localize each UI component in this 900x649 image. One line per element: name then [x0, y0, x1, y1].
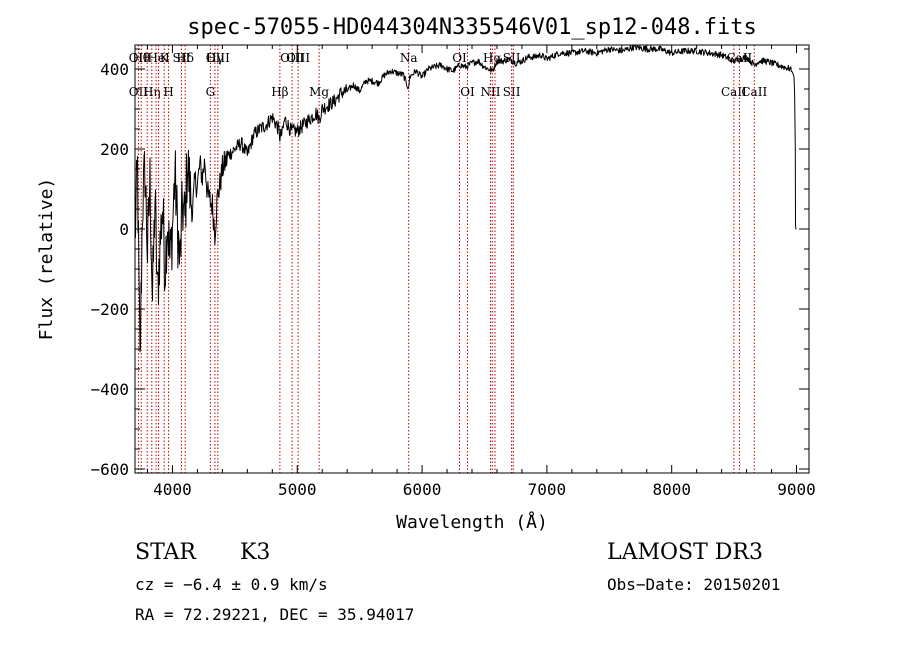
line-label-bottom-20: NII: [481, 85, 501, 99]
spectrum-line: [134, 44, 797, 353]
line-label-bottom-27: CaII: [741, 85, 767, 99]
line-label-bottom-25: CaII: [721, 85, 747, 99]
line-label-bottom-19: OI: [460, 85, 475, 99]
axes-layer: 4000 5000 6000 7000 8000 9000 −600 −400 −200 0 200…: [90, 45, 816, 499]
y-tick-label: −400: [90, 380, 129, 399]
line-label-top-14: OIII: [280, 51, 304, 65]
redshift-cz: cz = −6.4 ± 0.9 km/s: [135, 575, 328, 594]
x-axis-label: Wavelength (Å): [396, 511, 548, 533]
line-label-top-11: Hγ: [206, 51, 224, 65]
line-label-top-18: OI: [452, 51, 467, 65]
line-label-top-5: HeI: [147, 51, 170, 65]
x-tick-label: 9000: [777, 480, 816, 499]
chart-title: spec-57055-HD044304N335546V01_sp12-048.f…: [187, 15, 757, 40]
line-label-bottom-0: OII: [129, 85, 149, 99]
x-tick-label: 8000: [652, 480, 691, 499]
line-label-bottom-13: Hβ: [271, 85, 288, 99]
x-tick-label: 4000: [153, 480, 192, 499]
y-tick-label: −600: [90, 460, 129, 479]
x-tick-label: 7000: [528, 480, 567, 499]
line-label-top-1: Hθ: [132, 51, 150, 65]
line-label-bottom-7: H: [163, 85, 173, 99]
plot-area: [134, 44, 797, 353]
line-label-bottom-3: Hη: [143, 85, 161, 99]
line-label-top-9: Hδ: [176, 51, 194, 65]
line-label-bottom-10: G: [206, 85, 216, 99]
line-label-bottom-16: Mg: [309, 85, 329, 99]
line-label-bottom-23: SII: [503, 85, 521, 99]
x-tick-label: 5000: [278, 480, 317, 499]
x-tick-label: 6000: [403, 480, 442, 499]
line-label-top-0: OII: [129, 51, 149, 65]
survey-name: LAMOST DR3: [607, 540, 763, 565]
emission-lines-layer: OIIOIIHθHηHeIKHSIIHδGHγOIIIHβOIIIOIIIMgN…: [129, 45, 767, 473]
y-tick-label: 400: [100, 60, 129, 79]
sky-coordinates: RA = 72.29221, DEC = 35.94017: [135, 605, 415, 624]
observation-date: Obs−Date: 20150201: [607, 575, 781, 594]
line-label-top-6: K: [160, 51, 170, 65]
line-label-top-12: OIII: [206, 51, 230, 65]
y-tick-label: 0: [119, 220, 129, 239]
y-tick-label: 200: [100, 140, 129, 159]
y-tick-label: −200: [90, 300, 129, 319]
line-label-top-8: SII: [173, 51, 191, 65]
y-axis-label: Flux (relative): [36, 178, 57, 341]
line-label-top-15: OIII: [286, 51, 310, 65]
object-class: STAR: [135, 540, 196, 565]
spectral-subclass: K3: [240, 540, 271, 565]
line-label-top-17: Na: [400, 51, 418, 65]
plot-frame: [134, 44, 810, 474]
